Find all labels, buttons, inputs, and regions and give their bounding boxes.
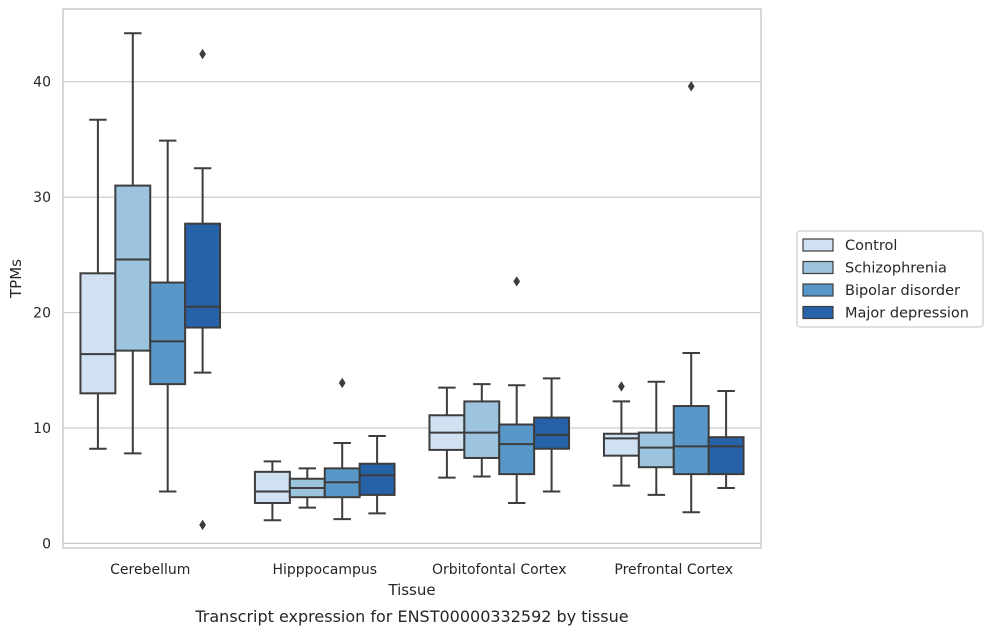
box-schizophrenia (288, 467, 326, 509)
plot-frame (62, 8, 762, 549)
legend-swatch (802, 260, 834, 275)
box-body (672, 405, 710, 476)
legend-frame (796, 230, 984, 328)
legend-swatch (802, 305, 834, 320)
box-body (637, 431, 675, 469)
x-tick-label: Orbitofontal Cortex (432, 562, 567, 578)
y-tick-label: 20 (33, 306, 51, 322)
box-major-depression (533, 377, 571, 493)
box-body (184, 222, 222, 329)
box-body (463, 400, 501, 459)
box-schizophrenia (114, 32, 152, 455)
box-body (79, 272, 117, 395)
legend-label: Schizophrenia (845, 261, 947, 277)
y-axis-title: TPMs (7, 259, 25, 299)
box-schizophrenia (463, 383, 501, 478)
legend-label: Major depression (845, 306, 969, 322)
box-major-depression (184, 48, 222, 531)
box-major-depression (358, 435, 396, 515)
box-body (358, 462, 396, 496)
legend-label: Control (845, 238, 897, 254)
outlier-point (513, 276, 521, 287)
x-tick-label: Cerebellum (110, 562, 190, 578)
outlier-point (618, 381, 625, 392)
x-axis-ticks: Cerebellum Hipppocampus Orbitofontal Corte… (110, 562, 733, 578)
box-major-depression (707, 390, 745, 489)
box-body (498, 423, 536, 476)
x-tick-label: Prefrontal Cortex (614, 562, 733, 578)
box-body (114, 184, 152, 352)
outlier-point (687, 81, 695, 92)
box-bipolar-disorder (323, 377, 361, 521)
x-tick-label: Hipppocampus (272, 562, 377, 578)
box-body (707, 436, 745, 476)
y-tick-label: 30 (33, 190, 51, 206)
box-body (149, 281, 187, 386)
legend-swatch (802, 238, 834, 252)
box-body (253, 470, 291, 504)
outlier-point (199, 519, 206, 531)
box-bipolar-disorder (149, 139, 187, 493)
box-control (602, 381, 640, 487)
y-tick-label: 10 (33, 421, 51, 437)
box-bipolar-disorder (498, 276, 536, 504)
box-body (533, 416, 571, 450)
y-tick-label: 0 (42, 536, 51, 552)
box-groups (79, 32, 745, 531)
y-axis-ticks: 0 10 20 30 40 (33, 75, 51, 553)
box-body (602, 432, 640, 457)
box-control (79, 118, 117, 450)
y-tick-label: 40 (33, 75, 51, 91)
outlier-point (338, 377, 346, 389)
x-axis-title: Tissue (387, 581, 435, 599)
legend-label: Bipolar disorder (845, 283, 960, 299)
outlier-point (199, 48, 206, 60)
legend: Control Schizophrenia Bipolar disorder Majo… (796, 230, 984, 328)
chart-caption: Transcript expression for ENST0000033259… (194, 607, 628, 626)
legend-swatch (802, 283, 834, 297)
